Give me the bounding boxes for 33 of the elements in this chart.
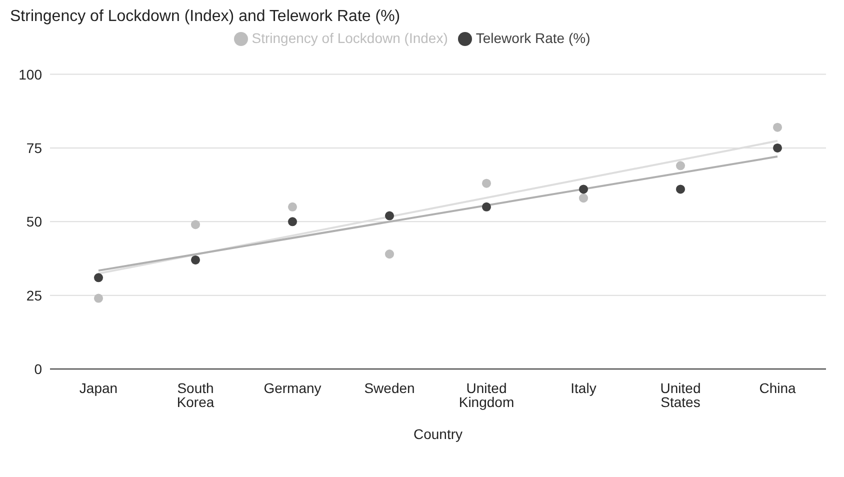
point — [190, 255, 200, 264]
point — [94, 294, 104, 303]
x-tick-label: Japan — [79, 380, 118, 396]
y-tick-label: 50 — [26, 214, 42, 230]
x-tick-label: Germany — [264, 380, 322, 396]
y-tick-label: 25 — [26, 287, 42, 304]
point — [384, 250, 394, 259]
point — [94, 273, 104, 282]
point — [288, 217, 298, 226]
point — [676, 184, 686, 194]
x-tick-label: China — [759, 380, 796, 396]
point — [578, 184, 588, 194]
legend-label: Stringency of Lockdown (Index) — [252, 30, 448, 46]
x-axis-title: Country — [413, 426, 463, 442]
point — [676, 161, 686, 170]
legend-label: Telework Rate (%) — [476, 30, 590, 46]
x-tick-label: Sweden — [364, 380, 415, 396]
point — [384, 211, 394, 220]
point — [772, 143, 782, 152]
point — [482, 178, 492, 188]
y-tick-label: 0 — [34, 360, 42, 377]
point — [288, 202, 298, 212]
x-tick-label: South Korea — [176, 380, 214, 410]
point — [482, 202, 492, 212]
x-tick-label: United Kingdom — [458, 380, 514, 410]
point — [190, 220, 200, 230]
y-tick-label: 75 — [26, 140, 42, 156]
x-tick-label: Italy — [570, 380, 596, 396]
point — [578, 194, 588, 203]
y-tick-label: 100 — [18, 66, 42, 82]
point — [772, 122, 782, 132]
x-tick-label: United States — [660, 380, 701, 410]
chart-title: Stringency of Lockdown (Index) and Telework Rate (%) — [10, 8, 400, 26]
